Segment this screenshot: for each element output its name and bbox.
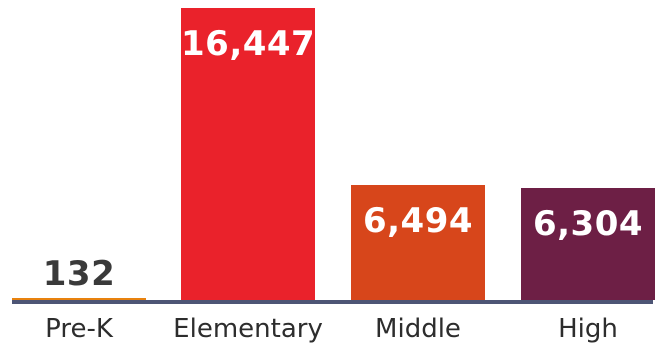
x-tick-label: Pre-K (45, 314, 113, 344)
bar-high (521, 188, 655, 300)
data-label: 132 (42, 254, 116, 294)
data-label: 6,494 (362, 201, 474, 241)
x-tick-label: High (558, 314, 618, 344)
bar-middle (351, 185, 485, 300)
bar-elementary (181, 8, 315, 300)
data-label: 6,304 (532, 204, 644, 244)
data-label: 16,447 (181, 24, 316, 64)
bar-pre-k (12, 298, 146, 300)
x-tick-label: Middle (375, 314, 461, 344)
x-axis-baseline (12, 300, 653, 304)
x-tick-label: Elementary (173, 314, 323, 344)
